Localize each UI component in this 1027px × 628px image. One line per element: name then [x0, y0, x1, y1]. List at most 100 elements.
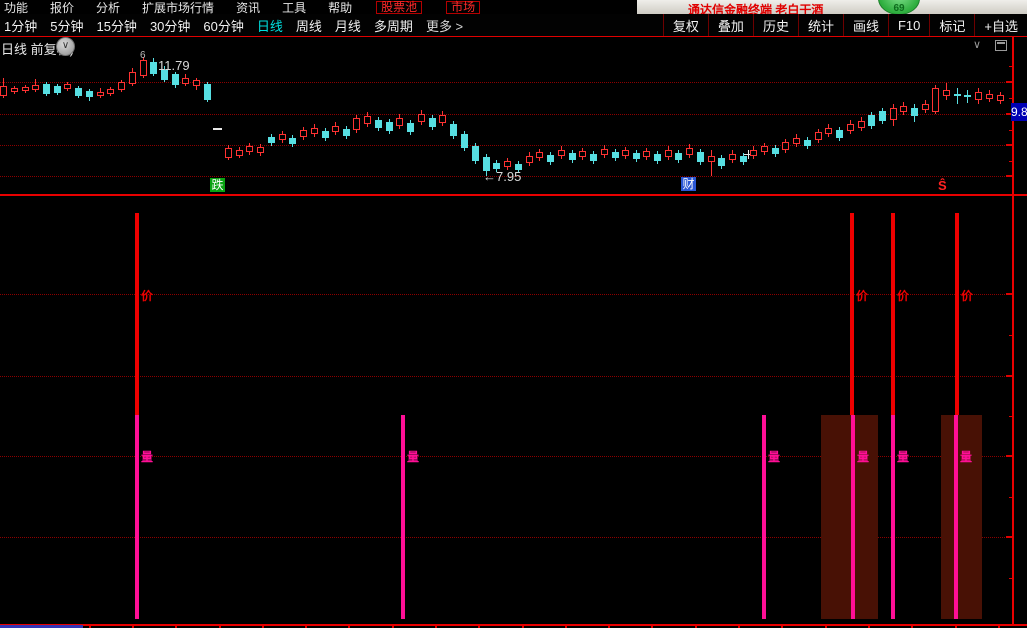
candle-body-down: [450, 124, 457, 136]
candle-body-up: [890, 108, 897, 120]
menu-item-帮助[interactable]: 帮助: [328, 0, 353, 15]
candle-body-up: [97, 92, 104, 96]
title-bar-background: [637, 0, 1027, 14]
candle-body-up: [750, 150, 757, 156]
candle-body-down: [150, 62, 157, 74]
signal-zone-box: [821, 415, 878, 619]
candle-body-up: [300, 130, 307, 137]
candle-body-down: [675, 153, 682, 160]
period-tab-日线[interactable]: 日线: [256, 18, 283, 34]
candle-body-down: [86, 91, 93, 97]
menu-item-报价[interactable]: 报价: [50, 0, 75, 15]
price-signal-label: 价: [856, 289, 869, 303]
candle-body-up: [536, 152, 543, 158]
gap-dash-marker: [213, 128, 222, 130]
price-signal-line: [850, 213, 854, 415]
bottom-axis-tick: [608, 626, 610, 628]
low-price-label: ←7.95: [483, 169, 522, 184]
period-tab-月线[interactable]: 月线: [334, 18, 361, 34]
menu-item-功能[interactable]: 功能: [4, 0, 29, 15]
menu-item-市场[interactable]: 市场: [446, 0, 481, 14]
volume-signal-label: 量: [960, 450, 973, 464]
axis-major-tick: [1006, 536, 1012, 538]
bottom-axis-tick: [392, 626, 394, 628]
volume-signal-line: [135, 415, 139, 619]
price-signal-label: 价: [961, 289, 974, 303]
toolbar-button-复权[interactable]: 复权: [662, 14, 708, 36]
candle-body-up: [601, 149, 608, 155]
toolbar-button-叠加[interactable]: 叠加: [707, 14, 753, 36]
candle-body-up: [986, 94, 993, 99]
axis-minor-tick: [1009, 416, 1012, 417]
candle-body-down: [407, 123, 414, 132]
axis-major-tick: [1006, 375, 1012, 377]
candle-body-up: [665, 150, 672, 157]
candle-body-up: [11, 88, 18, 92]
candle-body-down: [343, 129, 350, 136]
candle-body-up: [225, 148, 232, 158]
period-tab-15分钟[interactable]: 15分钟: [96, 18, 137, 34]
panel-layout-icon[interactable]: [995, 40, 1007, 51]
toolbar-button-统计[interactable]: 统计: [797, 14, 843, 36]
current-price-tag: 9.8: [1011, 103, 1027, 121]
candle-body-down: [804, 140, 811, 146]
more-periods-button[interactable]: 更多 >: [425, 18, 464, 34]
candle-body-down: [161, 70, 168, 80]
period-toolbar: 1分钟 5分钟 15分钟 30分钟 60分钟 日线 周线 月线 多周期 更多 > 复权 叠加 历史 统计…: [0, 14, 1027, 37]
period-tab-1分钟[interactable]: 1分钟: [4, 18, 38, 34]
volume-signal-line: [762, 415, 766, 619]
volume-signal-line: [401, 415, 405, 619]
bottom-axis-tick: [868, 626, 870, 628]
scroll-range-indicator[interactable]: [0, 625, 83, 628]
menu-item-资讯[interactable]: 资讯: [236, 0, 261, 15]
volume-signal-line: [954, 415, 958, 619]
candle-body-up: [32, 85, 39, 90]
axis-minor-tick: [1009, 66, 1012, 67]
candle-body-down: [879, 111, 886, 121]
collapse-panel-icon[interactable]: ∨: [973, 39, 982, 51]
bottom-axis-tick: [478, 626, 480, 628]
candle-body-up: [353, 118, 360, 130]
toolbar-button-历史[interactable]: 历史: [752, 14, 798, 36]
period-tab-60分钟[interactable]: 60分钟: [203, 18, 244, 34]
candle-body-down: [472, 146, 479, 161]
axis-minor-tick: [1009, 161, 1012, 162]
bottom-axis-tick: [565, 626, 567, 628]
bottom-axis-tick: [89, 626, 91, 628]
bottom-axis-tick: [348, 626, 350, 628]
chart-mode-label: 日线 前复权): [1, 42, 74, 57]
toolbar-button-+自选[interactable]: +自选: [974, 14, 1027, 36]
high-price-label: 11.79: [158, 58, 190, 73]
candle-body-up: [439, 115, 446, 123]
period-tab-5分钟[interactable]: 5分钟: [50, 18, 84, 34]
candle-wick: [957, 88, 958, 104]
axis-major-tick: [1006, 293, 1012, 295]
menu-item-工具[interactable]: 工具: [282, 0, 307, 15]
volume-signal-label: 量: [857, 450, 870, 464]
price-signal-label: 价: [897, 289, 910, 303]
candle-body-up: [579, 151, 586, 157]
menu-item-扩展市场行情[interactable]: 扩展市场行情: [142, 0, 215, 15]
toolbar-button-标记[interactable]: 标记: [929, 14, 974, 36]
candle-body-up: [236, 150, 243, 156]
menu-item-股票池[interactable]: 股票池: [376, 0, 423, 14]
toolbar-button-画线[interactable]: 画线: [842, 14, 888, 36]
fall-badge: 跌: [210, 178, 225, 192]
period-tab-周线[interactable]: 周线: [295, 18, 322, 34]
period-tab-30分钟[interactable]: 30分钟: [149, 18, 191, 34]
price-signal-label: 价: [141, 289, 154, 303]
bottom-axis-tick: [435, 626, 437, 628]
bottom-axis-tick: [695, 626, 697, 628]
chevron-down-icon[interactable]: ∨: [56, 37, 75, 56]
menu-item-分析[interactable]: 分析: [96, 0, 121, 15]
candle-body-down: [289, 138, 296, 144]
candle-body-up: [396, 118, 403, 126]
bottom-axis-tick: [522, 626, 524, 628]
candle-body-down: [547, 155, 554, 162]
panel-separator-line: [0, 194, 1027, 196]
toolbar-button-F10[interactable]: F10: [887, 14, 929, 36]
period-tab-多周期[interactable]: 多周期: [373, 18, 413, 34]
candle-body-down: [429, 118, 436, 127]
candle-body-up: [847, 124, 854, 131]
candle-body-down: [740, 156, 747, 162]
